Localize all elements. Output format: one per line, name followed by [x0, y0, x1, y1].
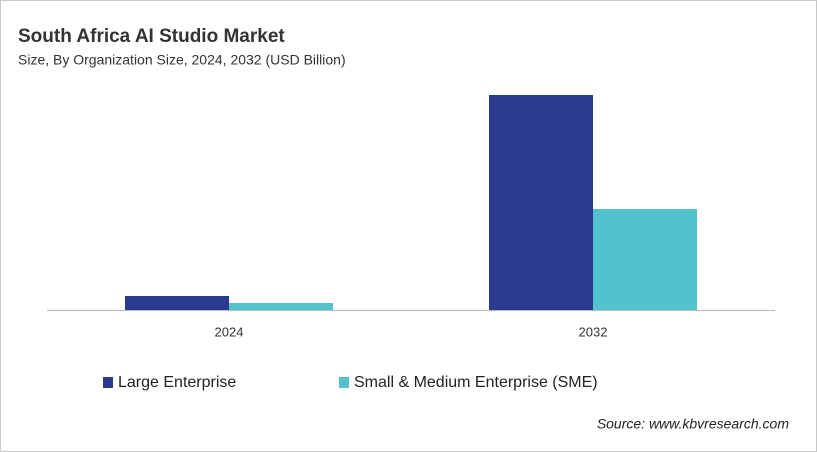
bar	[489, 95, 593, 310]
bar	[593, 209, 697, 310]
legend-label: Small & Medium Enterprise (SME)	[354, 374, 598, 391]
chart-title: South Africa AI Studio Market	[18, 26, 285, 47]
source: Source: www.kbvresearch.com	[597, 416, 790, 432]
legend-label: Large Enterprise	[118, 374, 236, 391]
bar	[125, 296, 229, 310]
chart-subtitle: Size, By Organization Size, 2024, 2032 (…	[18, 52, 346, 68]
x-tick-label: 2032	[579, 324, 608, 339]
legend-swatch	[103, 377, 113, 388]
bar	[229, 303, 333, 310]
x-tick-label: 2024	[215, 324, 244, 339]
legend-swatch	[339, 377, 349, 388]
